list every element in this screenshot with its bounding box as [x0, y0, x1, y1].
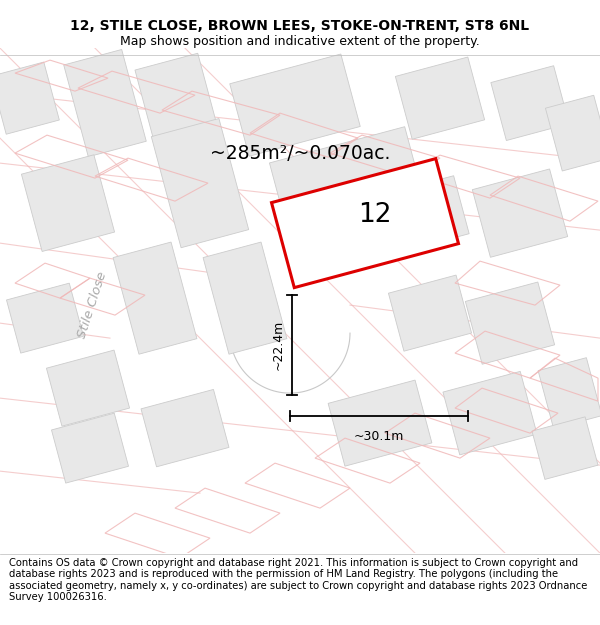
- Polygon shape: [391, 176, 469, 251]
- Text: ~30.1m: ~30.1m: [354, 430, 404, 443]
- Polygon shape: [141, 389, 229, 467]
- Polygon shape: [491, 66, 569, 141]
- Polygon shape: [0, 62, 59, 134]
- Text: ~285m²/~0.070ac.: ~285m²/~0.070ac.: [210, 144, 390, 162]
- Polygon shape: [328, 380, 432, 466]
- Text: Contains OS data © Crown copyright and database right 2021. This information is : Contains OS data © Crown copyright and d…: [9, 558, 587, 602]
- Text: 12: 12: [358, 202, 392, 228]
- Polygon shape: [52, 413, 128, 483]
- Polygon shape: [272, 159, 458, 288]
- Polygon shape: [269, 127, 431, 259]
- Polygon shape: [203, 242, 287, 354]
- Polygon shape: [388, 275, 472, 351]
- Polygon shape: [113, 242, 197, 354]
- Text: Map shows position and indicative extent of the property.: Map shows position and indicative extent…: [120, 35, 480, 48]
- Polygon shape: [22, 155, 115, 251]
- Polygon shape: [46, 350, 130, 426]
- Polygon shape: [64, 49, 146, 157]
- Polygon shape: [7, 283, 83, 353]
- Text: ~22.4m: ~22.4m: [272, 320, 285, 370]
- Polygon shape: [443, 371, 537, 455]
- Text: Stile Close: Stile Close: [75, 270, 109, 340]
- Polygon shape: [472, 169, 568, 258]
- Polygon shape: [545, 95, 600, 171]
- Polygon shape: [532, 417, 598, 479]
- Text: 12, STILE CLOSE, BROWN LEES, STOKE-ON-TRENT, ST8 6NL: 12, STILE CLOSE, BROWN LEES, STOKE-ON-TR…: [70, 19, 530, 33]
- Polygon shape: [151, 119, 248, 248]
- Polygon shape: [538, 357, 600, 429]
- Polygon shape: [230, 54, 360, 156]
- Polygon shape: [395, 57, 485, 139]
- Polygon shape: [135, 53, 221, 157]
- Polygon shape: [466, 282, 554, 364]
